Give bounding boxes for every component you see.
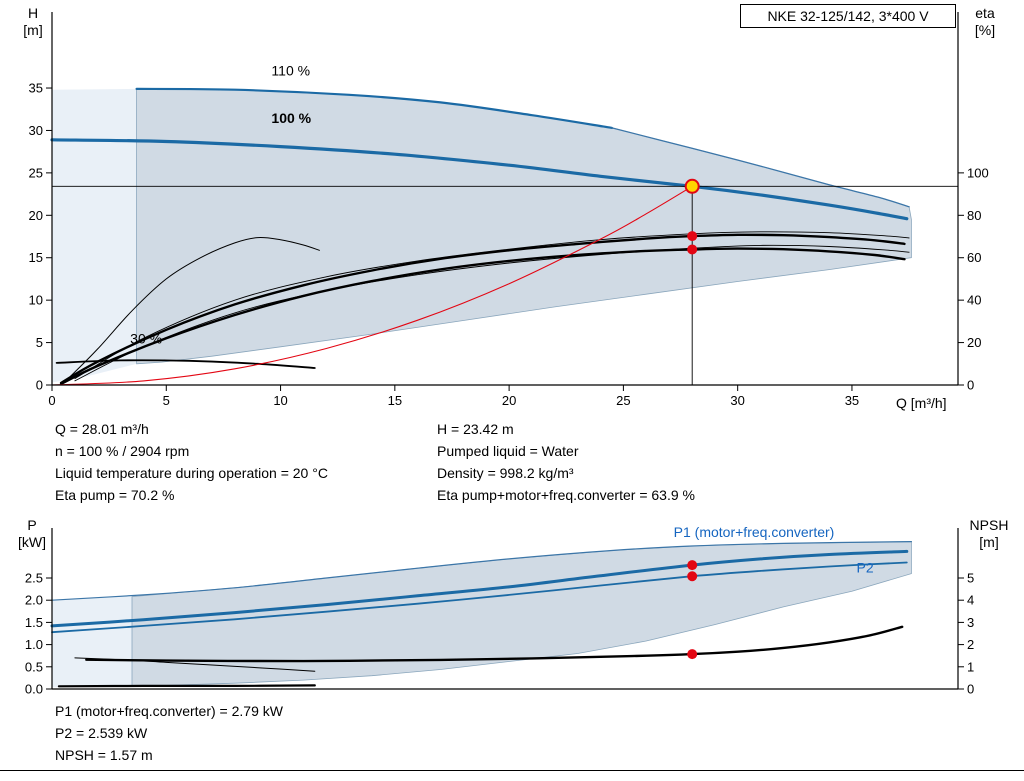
right-tick-label: 40 [967,293,981,308]
result-p1: P1 (motor+freq.converter) = 2.79 kW [55,703,283,719]
x-tick-label: 30 [730,393,744,408]
x-tick-label: 20 [502,393,516,408]
x-tick-label: 10 [273,393,287,408]
result-eta-total: Eta pump+motor+freq.converter = 63.9 % [437,487,695,503]
p-min-speed-curve [57,684,316,688]
speed-curve-110pct [135,87,614,129]
eta-total-duty-dot [687,244,698,255]
power-npsh-chart: 0.0 0.5 1.0 1.5 2.0 2.5 0 1 2 3 4 5 P1 (motor+freq.c… [25,524,974,696]
result-npsh: NPSH = 1.57 m [55,747,153,763]
npsh-curve [85,625,904,663]
operating-envelope [136,88,912,365]
result-p2: P2 = 2.539 kW [55,725,148,741]
left-tick-label: 20 [29,208,43,223]
eta-band-upper [74,231,910,380]
power-results-column: P1 (motor+freq.converter) = 2.79 kW P2 =… [55,700,283,766]
results-left-column: Q = 28.01 m³/h n = 100 % / 2904 rpm Liqu… [55,418,328,506]
left-tick-label: 0.5 [25,659,43,674]
p-axis-title: P [kW] [12,517,52,551]
label-30pct: 30 % [130,330,162,346]
left-tick-label: 2.5 [25,570,43,585]
h-axis-title-line2: [m] [23,22,43,38]
p-axis-title-line2: [kW] [18,534,46,550]
left-tick-label: 0 [36,378,43,393]
result-liquid-temperature: Liquid temperature during operation = 20… [55,465,328,481]
npsh-axis-title: NPSH [m] [960,517,1018,551]
label-p2: P2 [857,560,874,576]
npsh-duty-dot [687,649,698,660]
speed-curve-100pct [50,138,909,221]
x-tick-label: 0 [48,393,55,408]
result-eta-pump: Eta pump = 70.2 % [55,487,175,503]
x-tick-label: 35 [845,393,859,408]
pump-type-label: NKE 32-125/142, 3*400 V [767,8,929,24]
duty-point-marker[interactable] [684,178,700,194]
envelope-max-speed-edge [611,127,910,208]
operating-envelope-light [52,88,137,383]
left-tick-label: 30 [29,123,43,138]
label-110pct: 110 % [271,62,310,78]
eta-axis-title-line1: eta [975,5,995,21]
x-tick-label: 5 [163,393,170,408]
eta-pump-curve [59,233,906,385]
q-axis-title: Q [m³/h] [896,395,947,411]
right-tick-label: 0 [967,378,974,393]
right-tick-label: 1 [967,659,974,674]
right-tick-label: 5 [967,570,974,585]
h-axis-title: H [m] [16,5,50,39]
right-tick-label: 2 [967,637,974,652]
left-tick-label: 0.0 [25,682,43,697]
npsh-axis-title-line1: NPSH [969,517,1009,533]
result-h: H = 23.42 m [437,421,514,437]
left-tick-label: 2.0 [25,593,43,608]
power-envelope-light [52,596,132,688]
left-tick-label: 1.5 [25,615,43,630]
p2-curve [51,561,908,634]
left-tick-label: 5 [36,335,43,350]
power-envelope-top-edge [51,541,912,601]
eta-curve-reduced-speed [69,236,320,377]
label-100pct: 100 % [271,110,311,126]
result-pumped-liquid: Pumped liquid = Water [437,443,579,459]
x-tick-label: 25 [616,393,630,408]
eta-band-lower [74,244,910,382]
x-tick-label: 15 [388,393,402,408]
h-axis-title-line1: H [27,5,39,21]
result-density: Density = 998.2 kg/m³ [437,465,574,481]
eta-axis-title: eta [%] [963,5,1007,39]
results-right-column: H = 23.42 m Pumped liquid = Water Densit… [437,418,695,506]
p1-curve [50,549,909,628]
eta-pump-duty-dot [687,231,698,242]
p2-duty-dot [687,571,698,582]
left-tick-label: 35 [29,81,43,96]
right-tick-label: 0 [967,682,974,697]
right-tick-label: 4 [967,593,974,608]
qh-eta-chart: 0 5 10 15 20 25 30 35 0 20 40 60 80 100 0 5 10 15 20 25 30 35… [29,12,989,408]
power-envelope [131,541,912,687]
right-tick-label: 100 [967,165,989,180]
npsh-axis-title-line2: [m] [979,534,999,550]
eta-axis-title-line2: [%] [974,22,996,38]
p-axis-title-line1: P [27,517,37,533]
result-q: Q = 28.01 m³/h [55,421,149,437]
right-tick-label: 20 [967,335,981,350]
left-tick-label: 10 [29,293,43,308]
right-tick-label: 3 [967,615,974,630]
left-tick-label: 1.0 [25,637,43,652]
system-curve [51,185,693,386]
right-tick-label: 60 [967,250,981,265]
label-p1: P1 (motor+freq.converter) [674,524,835,540]
left-tick-label: 15 [29,250,43,265]
p1-duty-dot [687,560,698,571]
right-tick-label: 80 [967,208,981,223]
eta-total-curve [59,247,906,386]
bottom-divider [0,770,1024,771]
left-tick-label: 25 [29,165,43,180]
result-speed: n = 100 % / 2904 rpm [55,443,190,459]
pump-type-box: NKE 32-125/142, 3*400 V [740,4,956,28]
